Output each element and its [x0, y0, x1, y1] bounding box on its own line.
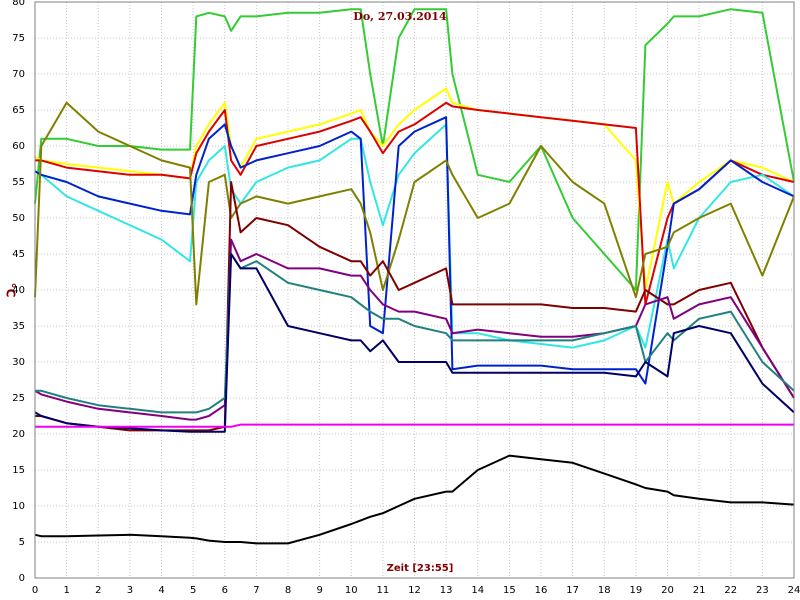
y-tick-label: 20 — [12, 429, 25, 440]
y-tick-label: 0 — [19, 573, 25, 584]
x-tick-label: 2 — [95, 585, 101, 596]
x-tick-label: 0 — [32, 585, 38, 596]
series-line — [34, 8, 795, 291]
x-tick-label: 6 — [222, 585, 228, 596]
x-tick-label: 13 — [440, 585, 453, 596]
y-tick-label: 80 — [12, 0, 25, 8]
series-line — [35, 253, 795, 414]
y-tick-label: 75 — [12, 33, 25, 44]
x-tick-label: 10 — [345, 585, 358, 596]
x-tick-label: 16 — [535, 585, 548, 596]
chart-title: Do, 27.03.2014 — [353, 10, 447, 23]
y-tick-label: 65 — [12, 105, 25, 116]
x-tick-label: 4 — [158, 585, 164, 596]
x-tick-label: 3 — [127, 585, 133, 596]
series-line — [34, 101, 795, 306]
x-tick-label: 7 — [253, 585, 259, 596]
series-line — [35, 423, 794, 428]
x-tick-label: 17 — [566, 585, 579, 596]
x-tick-label: 24 — [788, 585, 800, 596]
x-tick-label: 11 — [377, 585, 390, 596]
y-tick-label: 70 — [12, 69, 25, 80]
plot-frame — [34, 1, 795, 579]
y-tick-label: 40 — [12, 285, 25, 296]
y-tick-label: 35 — [12, 321, 25, 332]
series-line — [34, 116, 795, 385]
series-line — [34, 238, 795, 421]
x-tick-label: 14 — [471, 585, 484, 596]
series-line — [34, 253, 795, 433]
y-tick-label: 25 — [12, 393, 25, 404]
x-tick-label: 20 — [661, 585, 674, 596]
x-tick-label: 21 — [693, 585, 706, 596]
series-line — [34, 123, 795, 349]
x-tick-label: 12 — [408, 585, 421, 596]
lines — [34, 8, 795, 545]
series-line — [34, 454, 795, 545]
x-tick-label: 15 — [503, 585, 516, 596]
x-tick-label: 23 — [756, 585, 769, 596]
y-tick-label: 45 — [12, 249, 25, 260]
series-line — [35, 101, 795, 306]
x-tick-label: 8 — [285, 585, 291, 596]
y-tick-label: 60 — [12, 141, 25, 152]
series-line — [35, 181, 795, 432]
y-tick-label: 5 — [19, 537, 25, 548]
y-tick-label: 55 — [12, 177, 25, 188]
x-tick-label: 18 — [598, 585, 611, 596]
x-tick-label: 5 — [190, 585, 196, 596]
x-tick-label: 9 — [316, 585, 322, 596]
y-tick-label: 10 — [12, 501, 25, 512]
y-tick-label: 30 — [12, 357, 25, 368]
y-tick-label: 15 — [12, 465, 25, 476]
x-axis-label: Zeit [23:55] — [387, 563, 454, 574]
y-tick-label: 50 — [12, 213, 25, 224]
x-tick-label: 22 — [724, 585, 737, 596]
x-tick-label: 19 — [630, 585, 643, 596]
y-axis-label: °C — [4, 283, 18, 298]
x-tick-label: 1 — [63, 585, 69, 596]
